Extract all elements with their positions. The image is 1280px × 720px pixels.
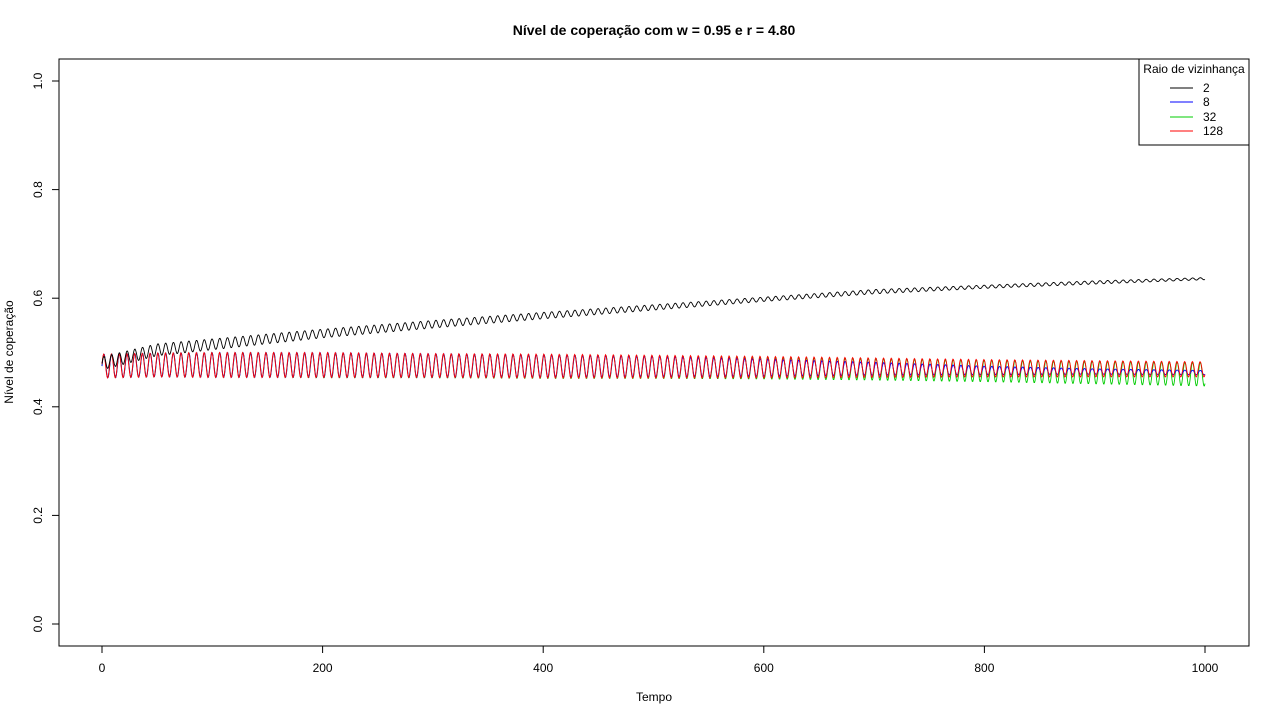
y-tick-label: 1.0 [31, 72, 45, 89]
series-line-128 [101, 351, 1206, 379]
legend-entry-128: 128 [1170, 124, 1223, 138]
x-tick-label: 400 [533, 661, 553, 675]
x-tick-label: 200 [313, 661, 333, 675]
x-axis-label: Tempo [636, 690, 672, 704]
legend-label: 2 [1203, 81, 1210, 95]
chart-title: Nível de coperação com w = 0.95 e r = 4.… [513, 22, 796, 38]
x-tick-label: 0 [99, 661, 106, 675]
x-tick-label: 1000 [1192, 661, 1219, 675]
y-tick-label: 0.4 [31, 398, 45, 415]
x-tick-label: 600 [754, 661, 774, 675]
legend-label: 32 [1203, 110, 1217, 124]
legend-box [1138, 58, 1250, 146]
legend-label: 8 [1203, 95, 1210, 109]
y-tick-label: 0.8 [31, 181, 45, 198]
y-tick-label: 0.0 [31, 615, 45, 632]
y-axis: 0.0 0.2 0.4 0.6 0.8 1.0 [31, 72, 60, 632]
legend-entry-32: 32 [1170, 110, 1217, 124]
legend-entry-8: 8 [1170, 95, 1210, 109]
legend: Raio de vizinhança 2 8 32 128 [1138, 58, 1250, 146]
series-group [101, 277, 1206, 387]
legend-label: 128 [1203, 124, 1223, 138]
y-tick-label: 0.6 [31, 290, 45, 307]
y-axis-label: Nível de coperação [2, 300, 16, 404]
x-tick-label: 800 [974, 661, 994, 675]
legend-entry-2: 2 [1170, 81, 1210, 95]
y-tick-label: 0.2 [31, 507, 45, 524]
x-axis: 0 200 400 600 800 1000 [99, 645, 1219, 675]
legend-title: Raio de vizinhança [1143, 62, 1245, 76]
series-line-2 [101, 277, 1206, 369]
